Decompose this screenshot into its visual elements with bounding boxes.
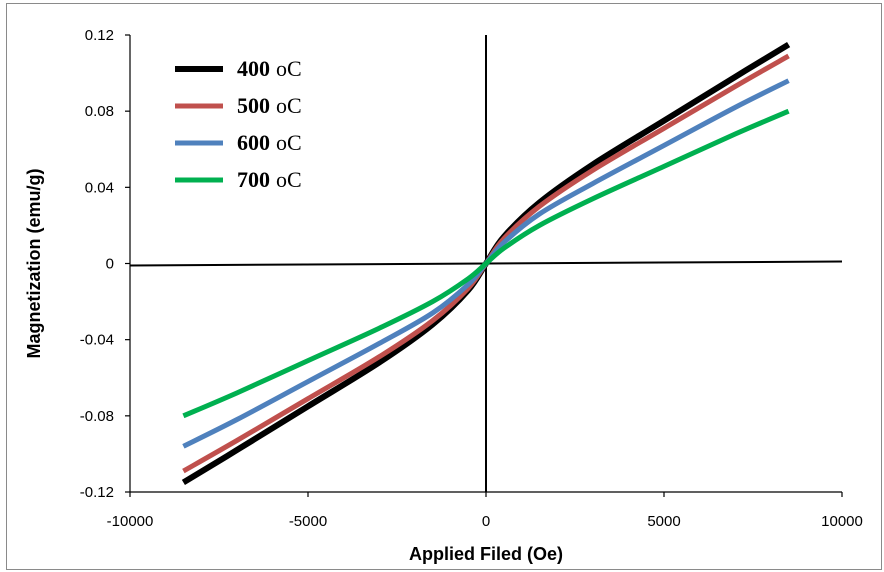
y-tick-label: 0.08 [85,103,114,120]
x-tick-label: 5000 [647,513,680,530]
ticks-layer: 0.12 0.08 0.04 0 -0.04 -0.08 -0.12 -10000 -5000 0… [80,27,863,530]
y-tick-label: 0 [106,256,114,273]
y-axis-title: Magnetization (emu/g) [24,169,44,359]
legend-series-unit: oC [276,93,302,118]
legend-series-unit: oC [276,167,302,192]
legend-label-500: 500 oC [237,93,302,118]
legend-series-name: 700 [237,167,270,192]
legend-series-name: 500 [237,93,270,118]
legend-label-600: 600 oC [237,130,302,155]
legend-series-name: 400 [237,56,270,81]
legend-label-700: 700 oC [237,167,302,192]
x-tick-label: 10000 [821,513,863,530]
y-tick-label: 0.04 [85,179,114,196]
x-tick-label: -5000 [289,513,327,530]
x-axis-title: Applied Filed (Oe) [409,544,563,564]
y-tick-label: 0.12 [85,27,114,44]
series-line-700 [182,108,790,419]
legend-label-400: 400 oC [237,56,302,81]
series-layer [181,41,791,486]
legend-series-unit: oC [276,130,302,155]
legend-series-name: 600 [237,130,270,155]
x-tick-label: 0 [482,513,490,530]
legend-series-unit: oC [276,56,302,81]
x-tick-label: -10000 [107,513,154,530]
y-tick-label: -0.04 [80,332,114,349]
y-tick-label: -0.08 [80,408,114,425]
y-tick-label: -0.12 [80,484,114,501]
chart-frame [6,3,882,570]
